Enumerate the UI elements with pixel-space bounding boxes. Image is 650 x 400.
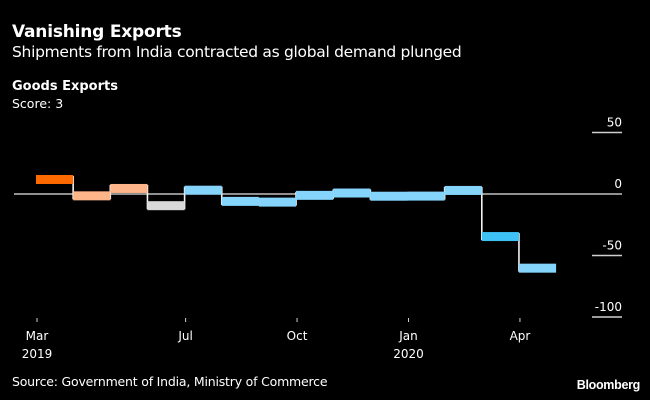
step-segment [36, 174, 74, 184]
step-segment [73, 191, 111, 201]
y-tick-label: -100 [595, 300, 622, 314]
page-subtitle: Shipments from India contracted as globa… [12, 43, 462, 61]
chart-title: Goods Exports [12, 79, 118, 94]
x-tick-year-label: 2019 [22, 347, 53, 361]
step-segment [258, 197, 297, 207]
x-tick-label: Mar [26, 329, 49, 343]
x-tick-label: Jan [398, 329, 418, 343]
step-segment [481, 232, 519, 242]
chart-subtitle: Score: 3 [12, 96, 64, 111]
x-tick-label: Jul [177, 329, 192, 343]
x-axis: Mar 2019 Jul Oct Jan 2020 Apr [22, 318, 531, 361]
page-title: Vanishing Exports [12, 22, 182, 42]
step-segment [221, 196, 259, 206]
step-segment [407, 191, 445, 201]
y-tick-label: -50 [602, 239, 622, 253]
step-segment [370, 191, 408, 201]
x-tick-label: Apr [510, 329, 531, 343]
step-segment [333, 188, 371, 198]
x-tick-year-label: 2020 [393, 347, 424, 361]
step-segment [110, 183, 148, 193]
y-axis: 50 0 -50 -100 [592, 116, 622, 318]
step-segment [184, 185, 222, 195]
bloomberg-logo: Bloomberg [576, 378, 641, 392]
step-segment [147, 201, 185, 211]
step-segment [444, 185, 482, 195]
step-segment [296, 190, 334, 200]
y-tick-label: 50 [607, 116, 622, 130]
y-tick-label: 0 [614, 177, 622, 191]
step-segment [518, 263, 557, 273]
source-note: Source: Government of India, Ministry of… [12, 374, 328, 389]
step-segments [36, 174, 557, 273]
x-tick-label: Oct [287, 329, 308, 343]
